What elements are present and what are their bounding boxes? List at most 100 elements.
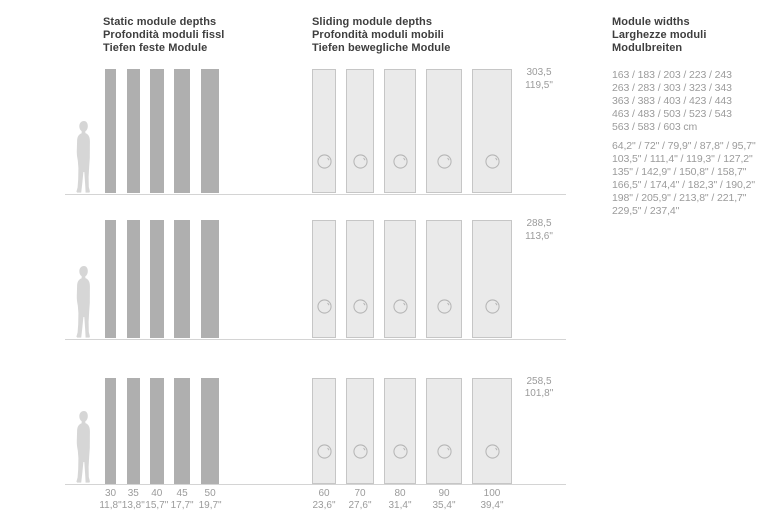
handle-circle-icon <box>484 154 500 169</box>
module-height-cm: 258,5 <box>526 375 552 387</box>
handle-circle-icon <box>316 299 332 314</box>
sliding-depth-label-cm: 100 <box>483 488 501 499</box>
human-silhouette <box>73 410 97 484</box>
static-depths-heading-en: Static module depths <box>103 16 217 28</box>
person-icon <box>76 410 90 483</box>
sliding-module-panel <box>426 220 462 339</box>
module-widths-inch-list: 64,2" / 72" / 79,9" / 87,8" / 95,7" 103,5… <box>612 140 778 218</box>
static-depth-label-cm: 40 <box>151 488 163 499</box>
static-depth-label-cm: 45 <box>176 488 188 499</box>
handle-circle-icon <box>352 444 368 459</box>
width-list-line: 229,5" / 237,4" <box>612 205 680 217</box>
width-list-line: 166,5" / 174,4" / 182,3" / 190,2" <box>612 179 755 191</box>
sliding-module-panel <box>472 377 512 484</box>
sliding-depth-label: 70 27,6" <box>337 488 383 512</box>
sliding-depth-label-in: 31,4" <box>388 500 412 511</box>
static-depth-label: 50 19,7" <box>187 488 233 512</box>
module-widths-heading: Module widths Larghezze moduli Modulbrei… <box>612 16 707 55</box>
static-depth-label: 40 15,7" <box>134 488 180 512</box>
handle-circle-icon <box>316 444 332 459</box>
sliding-depth-label-cm: 90 <box>438 488 450 499</box>
width-list-line: 363 / 383 / 403 / 423 / 443 <box>612 95 732 107</box>
static-depth-bar <box>201 69 220 194</box>
human-silhouette <box>73 265 97 339</box>
width-list-line: 103,5" / 111,4" / 119,3" / 127,2" <box>612 153 753 165</box>
sliding-module-panel <box>384 69 416 194</box>
width-list-line: 64,2" / 72" / 79,9" / 87,8" / 95,7" <box>612 140 756 152</box>
static-depths-heading-it: Profondità moduli fissl <box>103 29 225 41</box>
sliding-depth-label: 60 23,6" <box>301 488 347 512</box>
width-list-line: 198" / 205,9" / 213,8" / 221,7" <box>612 192 747 204</box>
handle-circle-icon <box>392 299 408 314</box>
sliding-module-panel <box>312 220 336 339</box>
sliding-depth-label-cm: 60 <box>318 488 330 499</box>
static-depth-label: 35 13,8" <box>110 488 156 512</box>
sliding-depth-label-cm: 70 <box>354 488 366 499</box>
sliding-module-panel <box>346 220 374 339</box>
static-depth-label-in: 15,7" <box>145 500 169 511</box>
static-depth-bar <box>127 377 140 484</box>
person-icon <box>76 120 90 193</box>
sliding-depth-label: 90 35,4" <box>421 488 467 512</box>
static-depth-bar <box>127 69 140 194</box>
module-height-label: 258,5 101,8" <box>516 376 562 401</box>
width-list-line: 563 / 583 / 603 cm <box>612 121 698 133</box>
module-widths-heading-it: Larghezze moduli <box>612 29 707 41</box>
width-list-line: 135" / 142,9" / 150,8" / 158,7" <box>612 166 747 178</box>
static-depth-label-in: 17,7" <box>170 500 194 511</box>
sliding-depth-label-in: 23,6" <box>312 500 336 511</box>
sliding-module-panel <box>426 69 462 194</box>
static-depths-heading: Static module depths Profondità moduli f… <box>103 16 224 55</box>
sliding-module-panel <box>472 220 512 339</box>
module-height-in: 101,8" <box>524 388 554 399</box>
sliding-module-panel <box>426 377 462 484</box>
sliding-depth-label-in: 27,6" <box>348 500 372 511</box>
module-widths-cm-list: 163 / 183 / 203 / 223 / 243 263 / 283 / 3… <box>612 69 778 134</box>
static-depth-bar <box>127 220 140 339</box>
sliding-depths-heading: Sliding module depths Profondità moduli … <box>312 16 451 55</box>
static-depth-label-cm: 35 <box>127 488 139 499</box>
module-height-cm: 303,5 <box>526 67 552 79</box>
handle-circle-icon <box>484 299 500 314</box>
static-depth-label-cm: 30 <box>104 488 117 499</box>
handle-circle-icon <box>436 154 452 169</box>
module-widths-heading-de: Modulbreiten <box>612 42 683 54</box>
static-depth-bar <box>149 220 164 339</box>
static-depth-bar <box>149 69 164 194</box>
floor-line <box>65 338 566 340</box>
sliding-depth-label-in: 39,4" <box>480 500 504 511</box>
module-height-cm: 288,5 <box>526 218 552 230</box>
sliding-depths-heading-it: Profondità moduli mobili <box>312 29 444 41</box>
sliding-module-panel <box>312 69 336 194</box>
floor-line <box>65 193 566 195</box>
sliding-module-panel <box>384 377 416 484</box>
width-list-line: 463 / 483 / 503 / 523 / 543 <box>612 108 732 120</box>
static-depth-label: 30 11,8" <box>88 488 134 512</box>
handle-circle-icon <box>392 154 408 169</box>
module-widths-heading-en: Module widths <box>612 16 690 28</box>
sliding-module-panel <box>472 69 512 194</box>
static-depth-bar <box>201 220 220 339</box>
sliding-module-panel <box>346 377 374 484</box>
static-depth-label: 45 17,7" <box>159 488 205 512</box>
person-icon <box>76 265 90 338</box>
static-depth-label-cm: 50 <box>204 488 216 499</box>
width-list-line: 263 / 283 / 303 / 323 / 343 <box>612 82 732 94</box>
sliding-module-panel <box>346 69 374 194</box>
static-depth-label-in: 19,7" <box>198 500 222 511</box>
static-depth-bar <box>105 69 116 194</box>
handle-circle-icon <box>352 154 368 169</box>
static-depth-bar <box>201 377 220 484</box>
human-silhouette <box>73 120 97 194</box>
module-height-in: 119,5" <box>525 79 553 91</box>
static-depths-heading-de: Tiefen feste Module <box>103 42 208 54</box>
static-depth-label-in: 13,8" <box>121 500 145 511</box>
module-height-label: 288,5 113,6" <box>516 218 562 243</box>
handle-circle-icon <box>484 444 500 459</box>
module-height-in: 113,6" <box>525 230 553 242</box>
static-depth-bar <box>105 377 116 484</box>
sliding-module-panel <box>312 377 336 484</box>
static-depth-bar <box>149 377 164 484</box>
handle-circle-icon <box>436 444 452 459</box>
